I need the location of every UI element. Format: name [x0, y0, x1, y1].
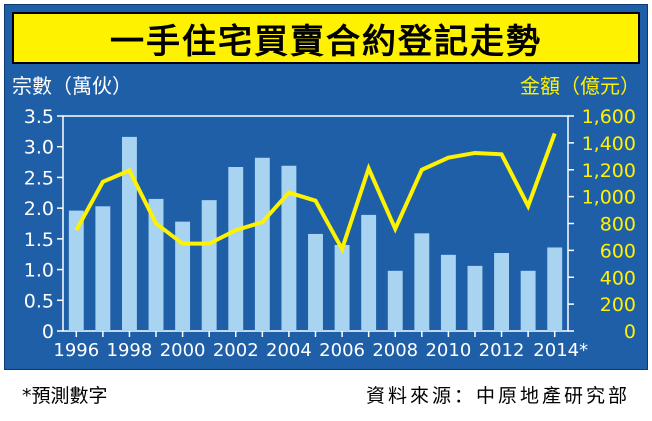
bar-2008 [387, 270, 403, 331]
y-tick-label: 3.5 [24, 106, 54, 128]
y2-tick-label: 0 [624, 321, 636, 343]
x-tick-label: 1998 [107, 340, 153, 361]
bar-2000 [175, 221, 191, 331]
footer: *預測數字 資料來源：中原地產研究部 [0, 373, 652, 417]
bar-1996 [68, 210, 84, 331]
bar-2012 [494, 252, 509, 331]
y-axis-label: 宗數（萬伙） [12, 74, 132, 98]
bar-2002 [228, 166, 244, 331]
y2-tick-label: 1,000 [582, 187, 636, 209]
amount-line [74, 132, 557, 255]
footnote: *預測數字 [22, 385, 108, 407]
x-tick-label: 2006 [319, 340, 365, 361]
y-tick-label: 0.5 [24, 290, 54, 312]
bar-2003 [254, 157, 270, 331]
bar-2009 [414, 233, 430, 331]
x-tick-label: 2002 [213, 340, 259, 361]
chart-title: 一手住宅買賣合約登記走勢 [12, 12, 640, 64]
y2-tick-label: 1,400 [582, 133, 636, 155]
y2-tick-label: 1,200 [582, 160, 636, 182]
y-tick-label: 2.0 [24, 198, 54, 220]
bar-2001 [201, 200, 217, 331]
bar-2004 [281, 165, 297, 331]
x-tick-label: 2012 [479, 340, 525, 361]
x-tick-label: 2000 [160, 340, 206, 361]
bar-2014 [547, 247, 563, 331]
bar-2006 [334, 245, 350, 331]
x-tick-label: 2008 [372, 340, 418, 361]
y2-tick-label: 1,600 [582, 106, 636, 128]
y2-axis-label: 金額（億元） [520, 74, 640, 98]
bar-2013 [520, 270, 536, 331]
bar-1998 [122, 136, 137, 331]
bar-2010 [440, 254, 456, 331]
y2-tick-label: 600 [600, 240, 636, 262]
y-tick-label: 2.5 [24, 167, 54, 189]
bar-1999 [148, 198, 164, 331]
y-tick-label: 1.5 [24, 229, 54, 251]
y2-tick-label: 200 [600, 294, 636, 316]
bar-1997 [95, 206, 111, 331]
y-tick-label: 3.0 [24, 137, 54, 159]
bar-2011 [467, 265, 483, 331]
x-tick-label: 2014* [533, 340, 588, 361]
bar-2007 [361, 214, 377, 331]
source-credit: 資料來源：中原地產研究部 [365, 385, 630, 407]
x-tick-label: 1996 [53, 340, 99, 361]
y-tick-label: 0 [42, 321, 54, 343]
x-tick-label: 2004 [266, 340, 312, 361]
y-tick-label: 1.0 [24, 260, 54, 282]
x-tick-label: 2010 [425, 340, 471, 361]
y2-tick-label: 800 [600, 214, 636, 236]
bar-2005 [308, 233, 323, 331]
y2-tick-label: 400 [600, 267, 636, 289]
